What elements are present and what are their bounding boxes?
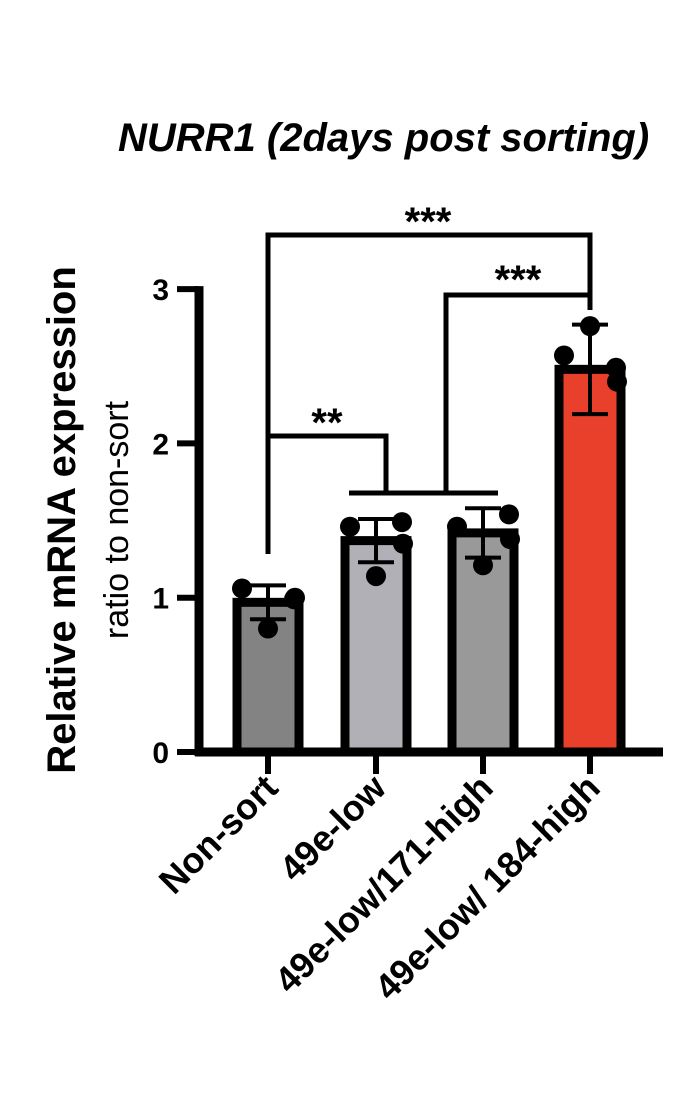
error-bars-layer xyxy=(250,322,608,622)
data-point-3-1 xyxy=(580,316,600,337)
sig-label-1: *** xyxy=(495,258,542,302)
data-points-layer xyxy=(232,316,627,639)
data-point-0-3 xyxy=(285,587,305,608)
y-tick-label-0: 0 xyxy=(152,737,169,770)
bars-layer xyxy=(232,364,626,757)
sig-label-0: *** xyxy=(405,200,452,244)
data-point-1-1 xyxy=(366,566,386,587)
sig-bracket-0 xyxy=(265,232,593,554)
bar-3 xyxy=(554,364,626,757)
y-tick-label-1: 1 xyxy=(152,583,169,616)
y-tick-label-3: 3 xyxy=(152,274,169,307)
sig-label-2: ** xyxy=(311,401,343,445)
sig-bracket-1 xyxy=(443,292,590,493)
data-point-3-3 xyxy=(607,371,627,392)
y-axis-label: Relative mRNA expression xyxy=(40,266,84,774)
x-tick-label-0: Non-sort xyxy=(151,767,286,902)
sig-bracket-2 xyxy=(268,433,389,493)
data-point-1-2 xyxy=(392,512,412,533)
data-point-2-3 xyxy=(500,529,520,550)
data-point-0-0 xyxy=(232,578,252,599)
data-point-3-0 xyxy=(554,345,574,366)
chart-title: NURR1 (2days post sorting) xyxy=(118,116,649,160)
data-point-1-3 xyxy=(393,533,413,554)
data-point-2-0 xyxy=(447,516,467,537)
data-point-2-1 xyxy=(473,555,493,576)
y-axis-sublabel: ratio to non-sort xyxy=(98,400,136,639)
y-tick-label-2: 2 xyxy=(152,428,169,461)
significance-layer: ******** xyxy=(265,200,593,554)
data-point-2-2 xyxy=(499,504,519,525)
data-point-1-0 xyxy=(340,516,360,537)
data-point-0-1 xyxy=(258,618,278,639)
